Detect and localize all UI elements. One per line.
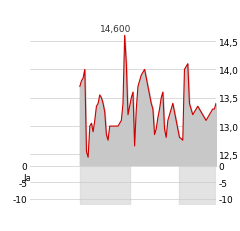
Bar: [80, 166, 130, 206]
Text: 12,300: 12,300: [40, 169, 72, 178]
Bar: [180, 166, 216, 206]
Text: 14,600: 14,600: [100, 24, 131, 33]
